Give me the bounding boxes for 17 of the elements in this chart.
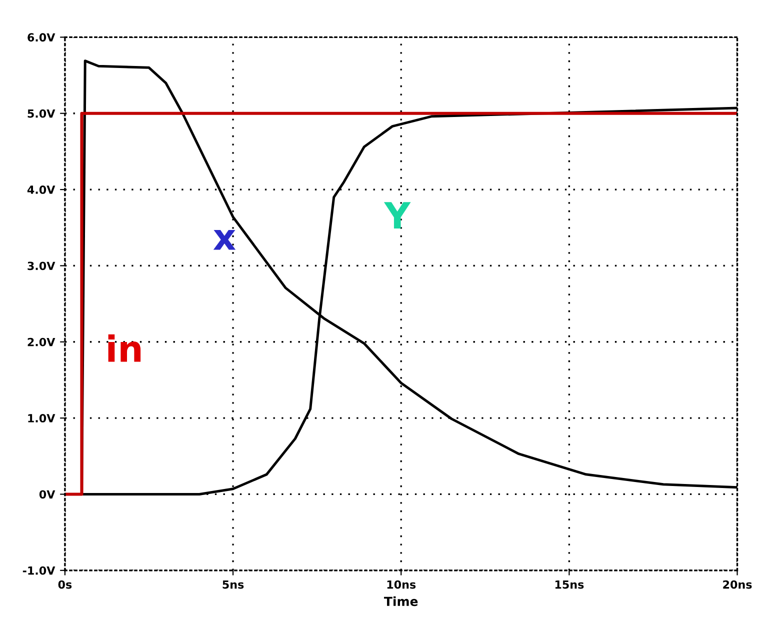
x-tick-label: 10ns (387, 580, 416, 589)
annotation: in (108, 334, 141, 362)
y-tick-label: -1.0V (22, 566, 56, 575)
y-tick-label: 1.0V (28, 414, 56, 422)
x-axis-title: Time (384, 596, 418, 606)
x-tick-label: 15ns (555, 580, 584, 589)
x-tick-label: 5ns (222, 580, 244, 589)
annotation: Y (384, 202, 411, 228)
y-tick-label: 0V (39, 490, 56, 499)
x-tick-label: 0s (58, 580, 72, 589)
annotation: x (213, 230, 236, 250)
y-tick-label: 2.0V (28, 338, 56, 346)
x-tick-label: 20ns (723, 580, 752, 589)
y-tick-label: 4.0V (27, 186, 56, 194)
y-tick-label: 5.0V (28, 109, 56, 118)
y-tick-label: 3.0V (28, 262, 56, 270)
y-tick-label: 6.0V (28, 33, 56, 42)
